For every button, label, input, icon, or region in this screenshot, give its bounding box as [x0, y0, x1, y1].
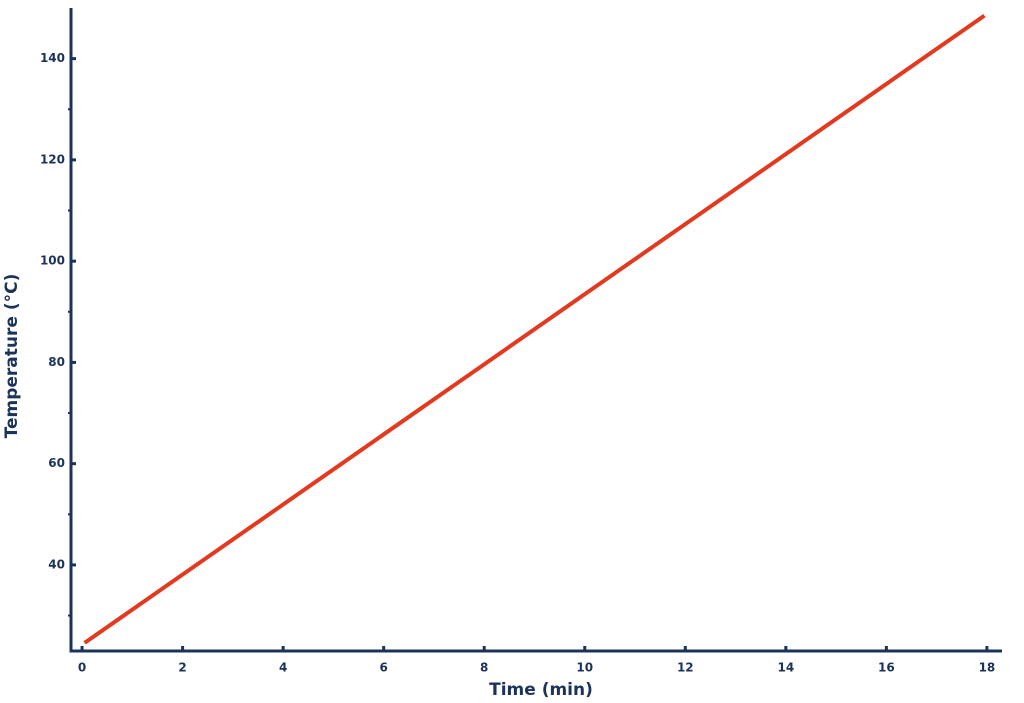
x-tick-label: 4	[279, 661, 287, 675]
y-tick-label: 80	[48, 355, 65, 369]
y-tick-label: 120	[40, 152, 65, 166]
x-tick-label: 10	[576, 661, 593, 675]
x-tick-label: 18	[979, 661, 996, 675]
data-line	[83, 13, 986, 645]
x-tick-label: 8	[480, 661, 488, 675]
x-tick-label: 14	[777, 661, 794, 675]
y-tick-label: 100	[40, 254, 65, 268]
x-tick-label: 16	[878, 661, 895, 675]
y-tick-label: 40	[48, 557, 65, 571]
y-tick-label: 140	[40, 51, 65, 65]
y-tick-label: 60	[48, 456, 65, 470]
x-tick-label: 6	[379, 661, 387, 675]
x-tick-label: 0	[78, 661, 86, 675]
x-tick-label: 2	[178, 661, 186, 675]
y-axis-title: Temperature (°C)	[2, 274, 22, 439]
x-axis-title: Time (min)	[489, 680, 593, 700]
x-tick-label: 12	[677, 661, 694, 675]
